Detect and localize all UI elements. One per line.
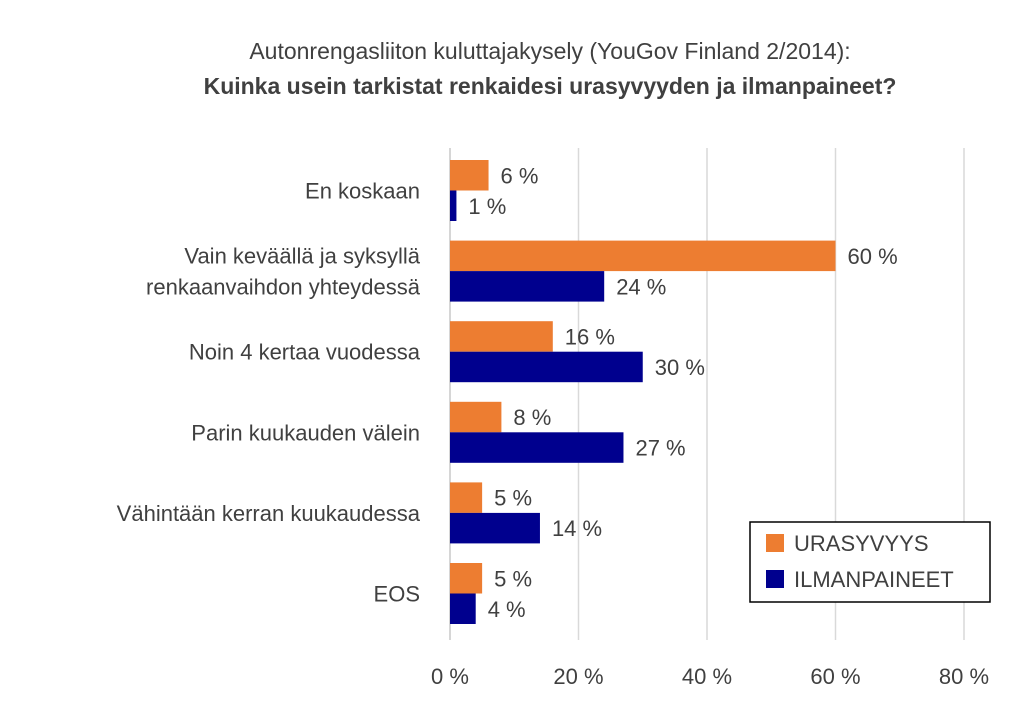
- category-label: Parin kuukauden välein: [191, 420, 420, 445]
- legend-label: ILMANPAINEET: [794, 567, 954, 592]
- legend: [749, 521, 991, 603]
- data-label: 8 %: [513, 405, 551, 430]
- x-tick-label: 20 %: [553, 664, 603, 689]
- data-label: 5 %: [494, 486, 532, 511]
- bar-ilmanpaineet: [450, 271, 605, 302]
- x-tick-label: 0 %: [431, 664, 469, 689]
- data-label: 6 %: [501, 163, 539, 188]
- data-label: 24 %: [616, 274, 666, 299]
- legend-swatch: [766, 570, 784, 588]
- category-label: Vain keväällä ja syksyllä: [184, 244, 420, 269]
- bar-ilmanpaineet: [450, 351, 643, 383]
- bar-urasyvyys: [450, 160, 489, 191]
- data-label: 4 %: [488, 597, 526, 622]
- data-label: 30 %: [655, 355, 705, 380]
- category-label: renkaanvaihdon yhteydessä: [146, 275, 421, 300]
- bar-ilmanpaineet: [450, 432, 624, 463]
- data-label: 5 %: [494, 566, 532, 591]
- data-label: 14 %: [552, 516, 602, 541]
- data-label: 1 %: [468, 194, 506, 219]
- bar-ilmanpaineet: [450, 190, 457, 221]
- category-label: Vähintään kerran kuukaudessa: [117, 501, 421, 526]
- bar-urasyvyys: [450, 321, 553, 352]
- bar-ilmanpaineet: [450, 512, 540, 544]
- legend-label: URASYVYYS: [794, 531, 929, 556]
- legend-swatch: [766, 534, 784, 552]
- bar-urasyvyys: [450, 563, 483, 594]
- bar-urasyvyys: [450, 401, 502, 433]
- chart-subtitle: Kuinka usein tarkistat renkaidesi urasyv…: [203, 73, 897, 99]
- bar-urasyvyys: [450, 240, 836, 272]
- category-label: EOS: [374, 582, 420, 607]
- bar-ilmanpaineet: [450, 593, 476, 624]
- category-label: Noin 4 kertaa vuodessa: [189, 340, 421, 365]
- data-label: 16 %: [565, 324, 615, 349]
- x-tick-label: 60 %: [810, 664, 860, 689]
- data-label: 27 %: [635, 436, 685, 461]
- x-tick-label: 40 %: [682, 664, 732, 689]
- category-label: En koskaan: [305, 179, 420, 204]
- bar-urasyvyys: [450, 482, 483, 513]
- data-label: 60 %: [848, 244, 898, 269]
- x-tick-label: 80 %: [939, 664, 989, 689]
- chart-title: Autonrengasliiton kuluttajakysely (YouGo…: [249, 38, 851, 64]
